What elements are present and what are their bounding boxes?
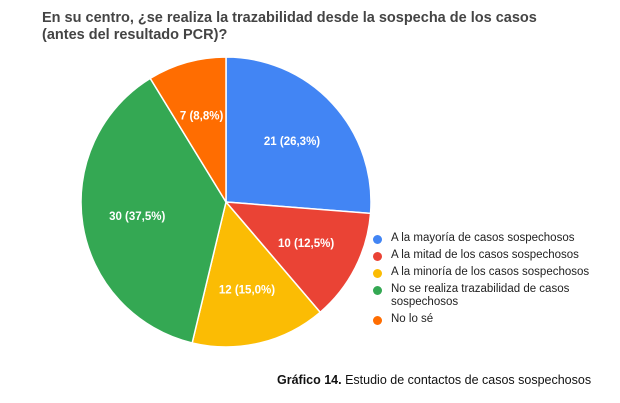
legend-item-1: A la mitad de los casos sospechosos [373,249,608,262]
legend-label: A la mayoría de casos sospechosos [391,232,575,244]
legend-swatch-icon [373,252,382,261]
legend-swatch-icon [373,235,382,244]
figure-caption: Gráfico 14. Estudio de contactos de caso… [277,373,591,387]
pie-slice-2 [191,200,322,348]
legend-item-0: A la mayoría de casos sospechosos [373,232,608,245]
caption-text: Estudio de contactos de casos sospechoso… [341,373,592,387]
slice-data-label-3: 30 (37,5%) [109,211,165,223]
legend-swatch-icon [373,316,382,325]
legend-label: No se realiza trazabilidad de casos sosp… [391,283,570,308]
legend-swatch-icon [373,286,382,295]
legend-label: A la minoría de los casos sospechosos [391,266,590,278]
pie-slice-1 [224,201,372,314]
legend-swatch-icon [373,269,382,278]
caption-number: Gráfico 14. [277,373,342,387]
slice-data-label-4: 7 (8,8%) [180,110,224,122]
pie-slice-4 [149,56,227,205]
chart-title: En su centro, ¿se realiza la trazabilida… [42,10,537,43]
legend-item-3: No se realiza trazabilidad de casos sosp… [373,283,608,309]
pie-slice-3 [80,77,227,344]
pie-slice-0 [225,56,372,215]
legend-item-4: No lo sé [373,313,608,326]
slice-data-label-1: 10 (12,5%) [278,238,334,250]
legend-label: No lo sé [391,313,434,325]
legend-item-2: A la minoría de los casos sospechosos [373,266,608,279]
slice-data-label-2: 12 (15,0%) [219,284,275,296]
chart-legend: A la mayoría de casos sospechosos A la mi… [373,232,608,330]
slice-data-label-0: 21 (26,3%) [264,136,320,148]
legend-label: A la mitad de los casos sospechosos [391,249,579,261]
